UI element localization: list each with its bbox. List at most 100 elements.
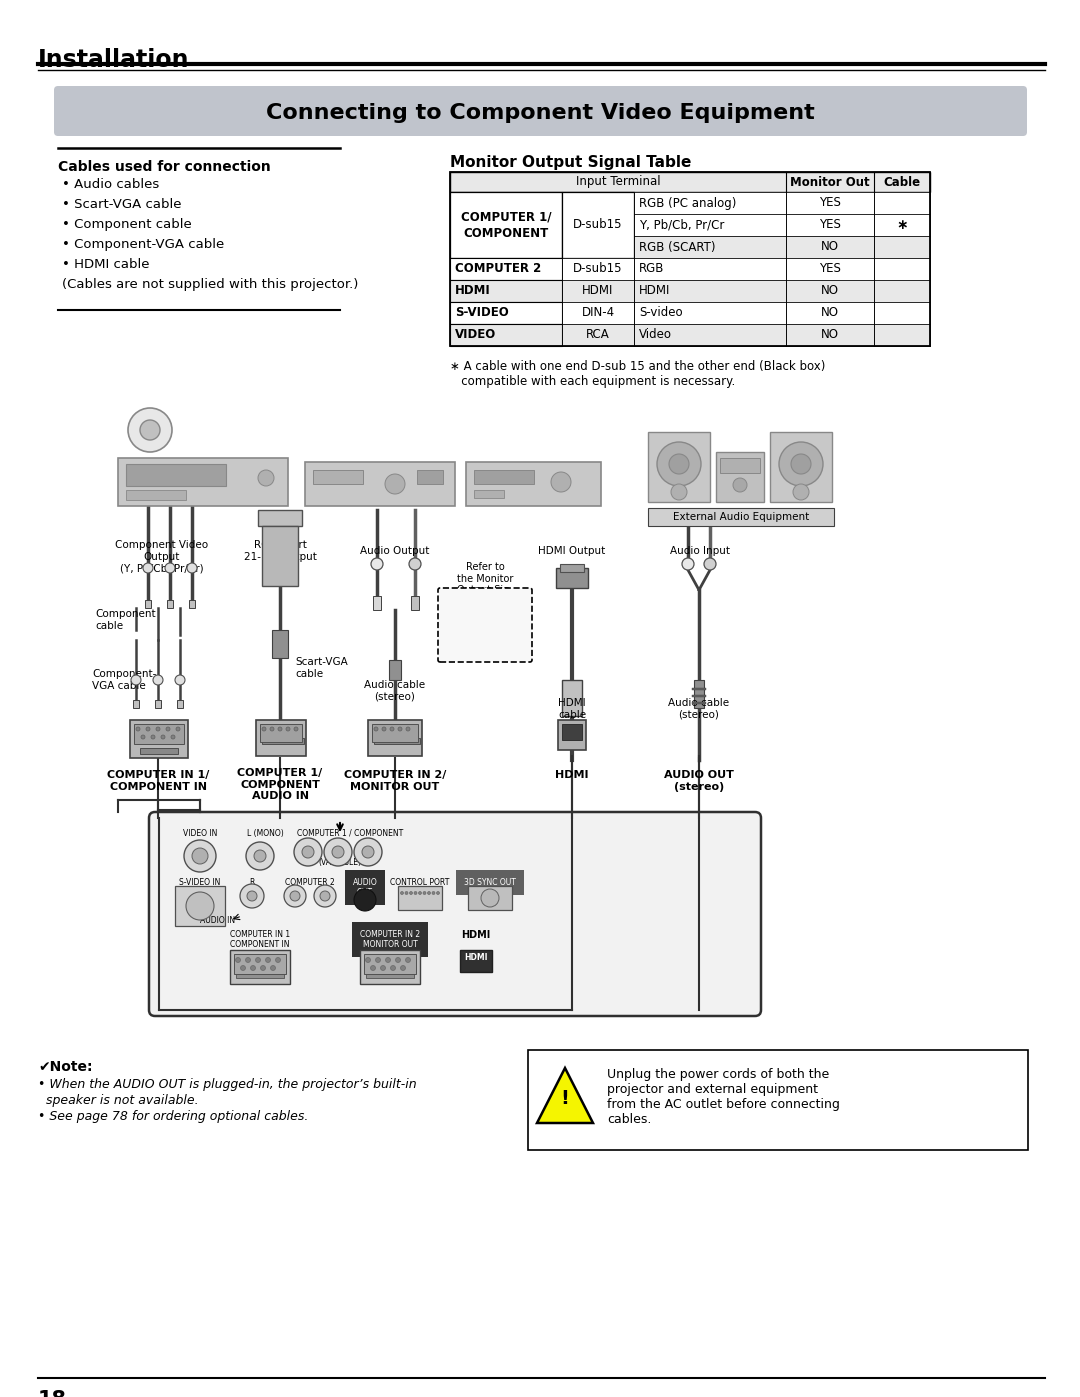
- Bar: [260, 724, 302, 742]
- Circle shape: [246, 842, 274, 870]
- Circle shape: [258, 469, 274, 486]
- Bar: [634, 279, 786, 302]
- Text: • Component-VGA cable: • Component-VGA cable: [62, 237, 225, 251]
- Text: Audio cable
(stereo): Audio cable (stereo): [669, 698, 730, 719]
- Text: Y, Pb/Cb, Pr/Cr: Y, Pb/Cb, Pr/Cr: [639, 218, 725, 232]
- Circle shape: [166, 726, 170, 731]
- Bar: [450, 302, 930, 324]
- Text: 18: 18: [38, 1390, 67, 1397]
- Bar: [634, 191, 786, 214]
- Bar: [237, 970, 284, 978]
- Bar: [450, 172, 930, 346]
- Bar: [189, 599, 195, 608]
- Bar: [634, 214, 786, 236]
- Circle shape: [409, 557, 421, 570]
- Text: S-VIDEO IN: S-VIDEO IN: [179, 877, 220, 887]
- Bar: [465, 462, 600, 506]
- Circle shape: [436, 891, 440, 894]
- Circle shape: [143, 563, 153, 573]
- FancyBboxPatch shape: [149, 812, 761, 1016]
- Text: Installation: Installation: [38, 47, 189, 73]
- Circle shape: [374, 726, 378, 731]
- Bar: [262, 527, 298, 585]
- Text: Scart-VGA
cable: Scart-VGA cable: [295, 657, 348, 679]
- Bar: [450, 258, 562, 279]
- Bar: [648, 509, 834, 527]
- Bar: [364, 954, 416, 974]
- Text: • Audio cables: • Audio cables: [62, 177, 159, 191]
- Bar: [634, 236, 786, 258]
- Text: D-sub15: D-sub15: [573, 263, 623, 275]
- Circle shape: [235, 957, 241, 963]
- Circle shape: [401, 965, 405, 971]
- Circle shape: [409, 891, 413, 894]
- Bar: [634, 302, 786, 324]
- Bar: [474, 490, 504, 497]
- Bar: [562, 279, 634, 302]
- Circle shape: [320, 891, 330, 901]
- Circle shape: [171, 735, 175, 739]
- Bar: [167, 599, 173, 608]
- Bar: [366, 970, 414, 978]
- Text: RGB: RGB: [639, 263, 664, 275]
- Text: COMPUTER 1/
COMPONENT: COMPUTER 1/ COMPONENT: [461, 210, 551, 240]
- Text: S-VIDEO: S-VIDEO: [455, 306, 509, 320]
- Text: YES: YES: [819, 263, 841, 275]
- Circle shape: [432, 891, 435, 894]
- Circle shape: [254, 849, 266, 862]
- Circle shape: [291, 891, 300, 901]
- Circle shape: [779, 441, 823, 486]
- Text: ∗: ∗: [896, 218, 908, 232]
- Bar: [874, 302, 930, 324]
- Bar: [450, 172, 930, 191]
- Bar: [373, 597, 381, 610]
- Circle shape: [704, 557, 716, 570]
- Bar: [450, 324, 930, 346]
- Text: COMPUTER 1 / COMPONENT: COMPUTER 1 / COMPONENT: [297, 828, 403, 838]
- Bar: [528, 1051, 1028, 1150]
- Bar: [230, 950, 291, 983]
- Circle shape: [146, 726, 150, 731]
- Circle shape: [270, 726, 274, 731]
- Bar: [562, 724, 582, 740]
- Bar: [474, 469, 534, 483]
- Bar: [256, 719, 306, 756]
- Bar: [562, 258, 634, 279]
- Circle shape: [386, 957, 391, 963]
- Circle shape: [153, 675, 163, 685]
- Bar: [450, 258, 930, 279]
- Bar: [450, 214, 930, 236]
- Text: RGB (PC analog): RGB (PC analog): [639, 197, 737, 210]
- Text: !: !: [561, 1088, 569, 1108]
- Text: Unplug the power cords of both the
projector and external equipment
from the AC : Unplug the power cords of both the proje…: [607, 1067, 840, 1126]
- Text: D-sub15: D-sub15: [573, 218, 623, 232]
- Text: COMPUTER IN 2/
MONITOR OUT: COMPUTER IN 2/ MONITOR OUT: [343, 770, 446, 792]
- Text: • See page 78 for ordering optional cables.: • See page 78 for ordering optional cabl…: [38, 1111, 309, 1123]
- Circle shape: [247, 891, 257, 901]
- Circle shape: [175, 675, 185, 685]
- Bar: [694, 680, 704, 708]
- Text: External Audio Equipment: External Audio Equipment: [673, 511, 809, 522]
- Text: HDMI: HDMI: [464, 954, 488, 963]
- Circle shape: [286, 726, 291, 731]
- Bar: [634, 324, 786, 346]
- Circle shape: [395, 957, 401, 963]
- Text: DIN-4: DIN-4: [581, 306, 615, 320]
- Bar: [786, 279, 874, 302]
- Bar: [156, 700, 161, 708]
- Circle shape: [657, 441, 701, 486]
- Circle shape: [294, 726, 298, 731]
- Bar: [874, 191, 930, 214]
- Circle shape: [186, 893, 214, 921]
- Bar: [450, 236, 930, 258]
- Bar: [786, 324, 874, 346]
- Circle shape: [354, 888, 376, 911]
- Text: COMPUTER IN 1/
COMPONENT IN: COMPUTER IN 1/ COMPONENT IN: [107, 770, 210, 792]
- Bar: [177, 700, 183, 708]
- Bar: [450, 279, 930, 302]
- Circle shape: [551, 472, 571, 492]
- Bar: [562, 680, 582, 717]
- Bar: [786, 258, 874, 279]
- Text: NO: NO: [821, 285, 839, 298]
- Circle shape: [669, 454, 689, 474]
